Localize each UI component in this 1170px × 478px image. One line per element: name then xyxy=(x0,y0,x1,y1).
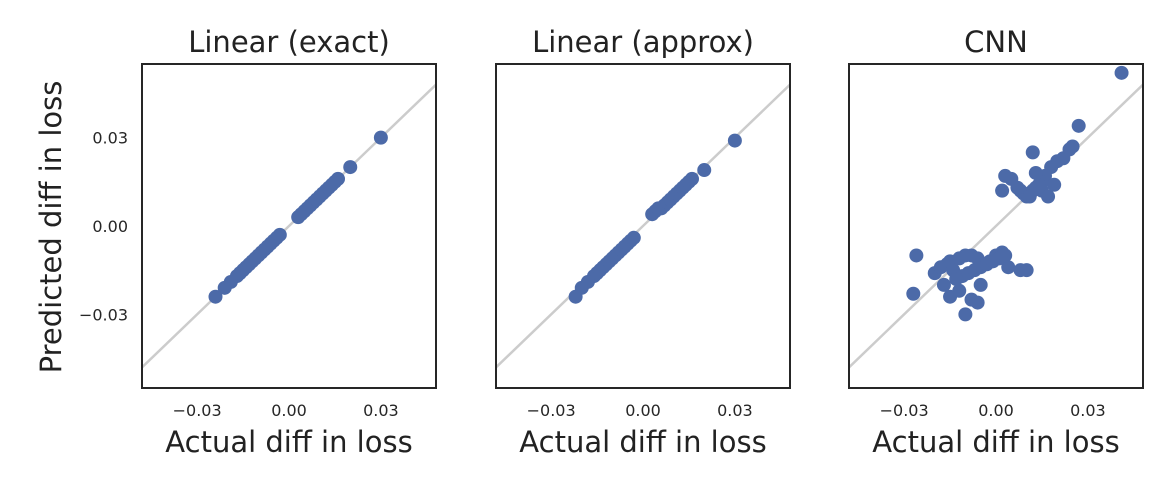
x-tick-label: −0.03 xyxy=(173,401,222,420)
plot-frame xyxy=(848,63,1144,389)
scatter-panel-3: CNN −0.03 0.00 0.03 Actual diff in loss xyxy=(848,25,1144,459)
data-point xyxy=(343,160,358,175)
data-point xyxy=(998,168,1013,183)
data-point xyxy=(973,277,988,292)
panel-title: Linear (approx) xyxy=(532,25,754,59)
data-point xyxy=(1028,165,1043,180)
identity-line xyxy=(496,82,790,370)
y-tick-label: −0.03 xyxy=(79,305,128,324)
data-point xyxy=(1041,189,1056,204)
x-tick-label: 0.03 xyxy=(1070,401,1106,420)
data-point xyxy=(1019,263,1034,278)
data-point xyxy=(1114,65,1129,80)
data-point xyxy=(998,248,1013,263)
data-point xyxy=(208,289,223,304)
data-point xyxy=(727,133,742,148)
y-axis-label: Predicted diff in loss xyxy=(34,81,68,374)
x-tick-label: 0.00 xyxy=(978,401,1014,420)
data-point xyxy=(331,171,345,186)
data-point xyxy=(1071,118,1086,133)
panel-title: Linear (exact) xyxy=(188,25,390,59)
data-point xyxy=(1022,189,1037,204)
data-point xyxy=(958,307,973,322)
x-axis-label: Actual diff in loss xyxy=(872,425,1119,459)
data-point xyxy=(936,277,951,292)
plot-frame xyxy=(495,63,791,389)
data-point xyxy=(995,183,1010,198)
data-point xyxy=(272,227,287,242)
data-point xyxy=(626,230,641,245)
data-point xyxy=(943,289,958,304)
x-tick-label: 0.03 xyxy=(717,401,753,420)
panel-title: CNN xyxy=(964,25,1028,59)
data-point xyxy=(373,130,388,145)
plot-frame xyxy=(141,63,437,389)
x-tick-label: 0.00 xyxy=(625,401,661,420)
data-point xyxy=(697,163,712,178)
data-point xyxy=(906,286,921,301)
y-tick-label: 0.03 xyxy=(92,129,128,148)
data-point xyxy=(970,295,985,310)
x-axis-label: Actual diff in loss xyxy=(519,425,766,459)
x-tick-label: 0.00 xyxy=(271,401,307,420)
data-point xyxy=(685,171,699,186)
x-tick-label: −0.03 xyxy=(527,401,576,420)
identity-line xyxy=(849,82,1143,370)
x-tick-label: 0.03 xyxy=(363,401,399,420)
data-point xyxy=(909,248,924,263)
scatter-panel-2: Linear (approx) −0.03 0.00 0.03 Actual diff … xyxy=(495,25,791,459)
identity-line xyxy=(142,82,436,370)
x-tick-label: −0.03 xyxy=(880,401,929,420)
data-point xyxy=(1025,145,1040,160)
y-tick-label: 0.00 xyxy=(92,217,128,236)
data-point xyxy=(1001,260,1016,275)
x-axis-label: Actual diff in loss xyxy=(165,425,412,459)
scatter-panel-1: Linear (exact) −0.03 0.00 0.03 Actual diff i… xyxy=(79,25,437,459)
data-point xyxy=(1047,177,1062,192)
